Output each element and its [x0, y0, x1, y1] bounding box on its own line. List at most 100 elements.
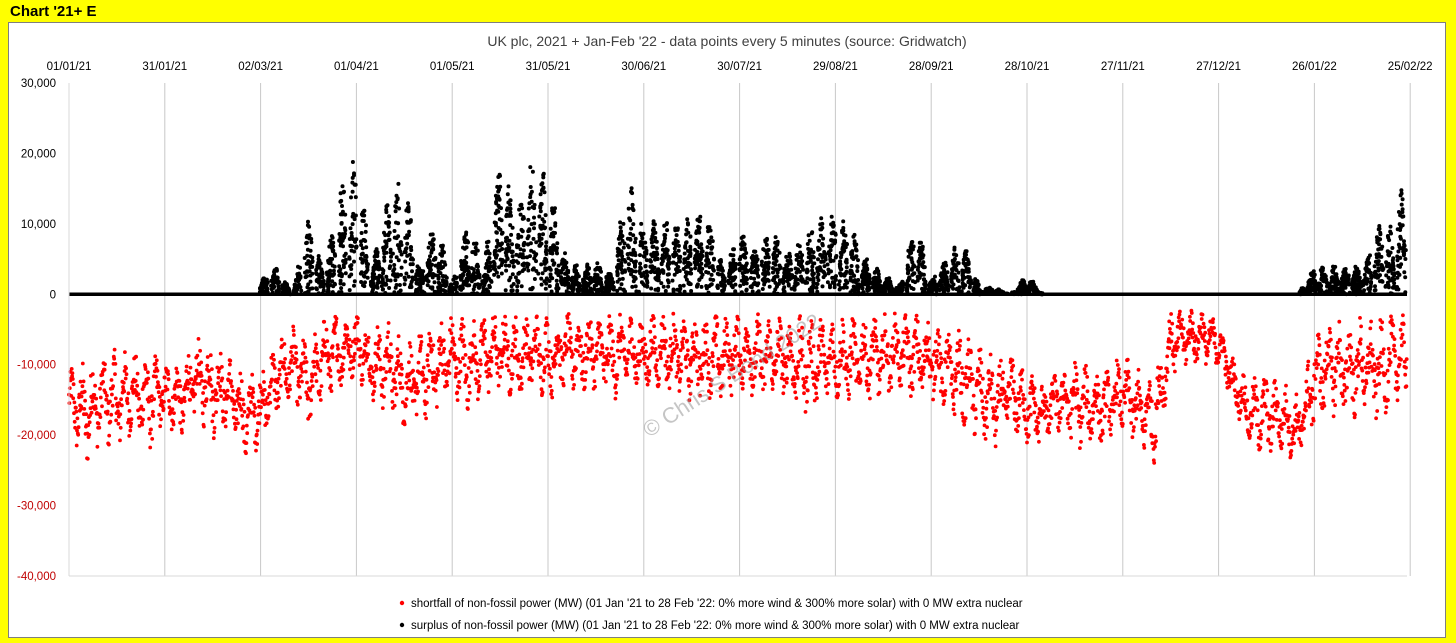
- shortfall-point: [579, 344, 583, 348]
- surplus-point: [496, 209, 501, 214]
- shortfall-point: [820, 324, 825, 329]
- surplus-point: [385, 203, 390, 208]
- shortfall-point: [705, 329, 709, 334]
- shortfall-point: [1377, 382, 1382, 386]
- shortfall-point: [889, 385, 894, 390]
- shortfall-point: [1118, 399, 1123, 404]
- shortfall-point: [1322, 404, 1327, 408]
- surplus-point: [384, 207, 389, 212]
- shortfall-point: [1189, 311, 1194, 315]
- shortfall-point: [1085, 389, 1090, 394]
- shortfall-point: [1035, 424, 1039, 429]
- surplus-point: [544, 281, 549, 286]
- shortfall-point: [520, 381, 524, 386]
- shortfall-point: [251, 410, 256, 414]
- shortfall-point: [277, 367, 282, 372]
- shortfall-point: [414, 412, 419, 417]
- shortfall-point: [625, 361, 629, 366]
- shortfall-point: [83, 398, 87, 403]
- shortfall-point: [1360, 379, 1365, 383]
- surplus-point: [475, 268, 480, 273]
- shortfall-point: [169, 427, 174, 432]
- shortfall-point: [154, 374, 158, 379]
- surplus-point: [539, 282, 544, 287]
- shortfall-point: [446, 363, 451, 368]
- shortfall-point: [695, 369, 699, 374]
- shortfall-point: [363, 333, 368, 337]
- shortfall-point: [1039, 387, 1044, 392]
- surplus-point: [332, 252, 337, 257]
- shortfall-point: [846, 388, 850, 392]
- shortfall-point: [376, 346, 381, 351]
- surplus-point: [375, 285, 380, 290]
- shortfall-point: [993, 409, 998, 413]
- shortfall-point: [570, 373, 574, 378]
- shortfall-point: [1327, 326, 1332, 331]
- shortfall-point: [611, 353, 616, 358]
- shortfall-point: [100, 372, 105, 377]
- shortfall-point: [234, 407, 239, 412]
- shortfall-point: [1026, 415, 1031, 420]
- shortfall-point: [1169, 331, 1174, 336]
- shortfall-point: [447, 371, 452, 376]
- surplus-point: [486, 239, 491, 244]
- shortfall-point: [262, 388, 267, 392]
- x-tick-label: 30/06/21: [621, 61, 666, 73]
- shortfall-point: [617, 355, 622, 360]
- shortfall-point: [210, 419, 215, 424]
- shortfall-point: [761, 375, 766, 379]
- shortfall-point: [454, 366, 459, 370]
- shortfall-point: [228, 358, 233, 363]
- x-tick-label: 29/08/21: [813, 61, 858, 73]
- shortfall-point: [689, 360, 693, 365]
- shortfall-point: [325, 339, 330, 343]
- shortfall-point: [351, 355, 356, 359]
- shortfall-point: [275, 380, 280, 385]
- shortfall-point: [1360, 368, 1365, 373]
- x-tick-label: 25/02/22: [1388, 61, 1433, 73]
- shortfall-point: [832, 369, 837, 374]
- surplus-point: [464, 230, 469, 235]
- shortfall-point: [1358, 337, 1363, 342]
- shortfall-point: [1250, 422, 1254, 426]
- shortfall-point: [1305, 389, 1309, 394]
- shortfall-point: [595, 349, 599, 354]
- surplus-point: [352, 249, 357, 254]
- shortfall-point: [566, 312, 571, 316]
- shortfall-point: [1289, 453, 1293, 458]
- shortfall-point: [228, 362, 232, 367]
- shortfall-point: [882, 333, 887, 337]
- shortfall-point: [523, 351, 528, 356]
- shortfall-point: [114, 418, 118, 423]
- shortfall-point: [582, 385, 587, 390]
- shortfall-point: [995, 415, 999, 420]
- shortfall-point: [1030, 383, 1035, 388]
- shortfall-point: [494, 362, 499, 366]
- shortfall-point: [529, 356, 533, 360]
- shortfall-point: [700, 375, 705, 380]
- surplus-point: [477, 285, 482, 290]
- shortfall-point: [859, 348, 863, 353]
- shortfall-point: [960, 366, 964, 370]
- shortfall-point: [605, 362, 610, 367]
- y-tick-label: 20,000: [21, 148, 56, 160]
- shortfall-point: [514, 329, 519, 334]
- shortfall-point: [1401, 322, 1406, 326]
- shortfall-point: [95, 444, 100, 449]
- shortfall-point: [125, 396, 130, 401]
- shortfall-point: [390, 400, 395, 404]
- shortfall-point: [1398, 327, 1403, 332]
- shortfall-point: [301, 338, 305, 343]
- surplus-point: [544, 244, 548, 249]
- shortfall-point: [879, 356, 884, 361]
- shortfall-point: [714, 315, 719, 319]
- shortfall-point: [477, 384, 482, 388]
- shortfall-point: [563, 332, 568, 337]
- surplus-point: [511, 264, 516, 269]
- shortfall-point: [175, 371, 180, 375]
- shortfall-point: [1014, 411, 1019, 416]
- shortfall-point: [244, 451, 248, 456]
- shortfall-point: [218, 388, 223, 393]
- shortfall-point: [404, 381, 409, 385]
- shortfall-point: [304, 360, 309, 364]
